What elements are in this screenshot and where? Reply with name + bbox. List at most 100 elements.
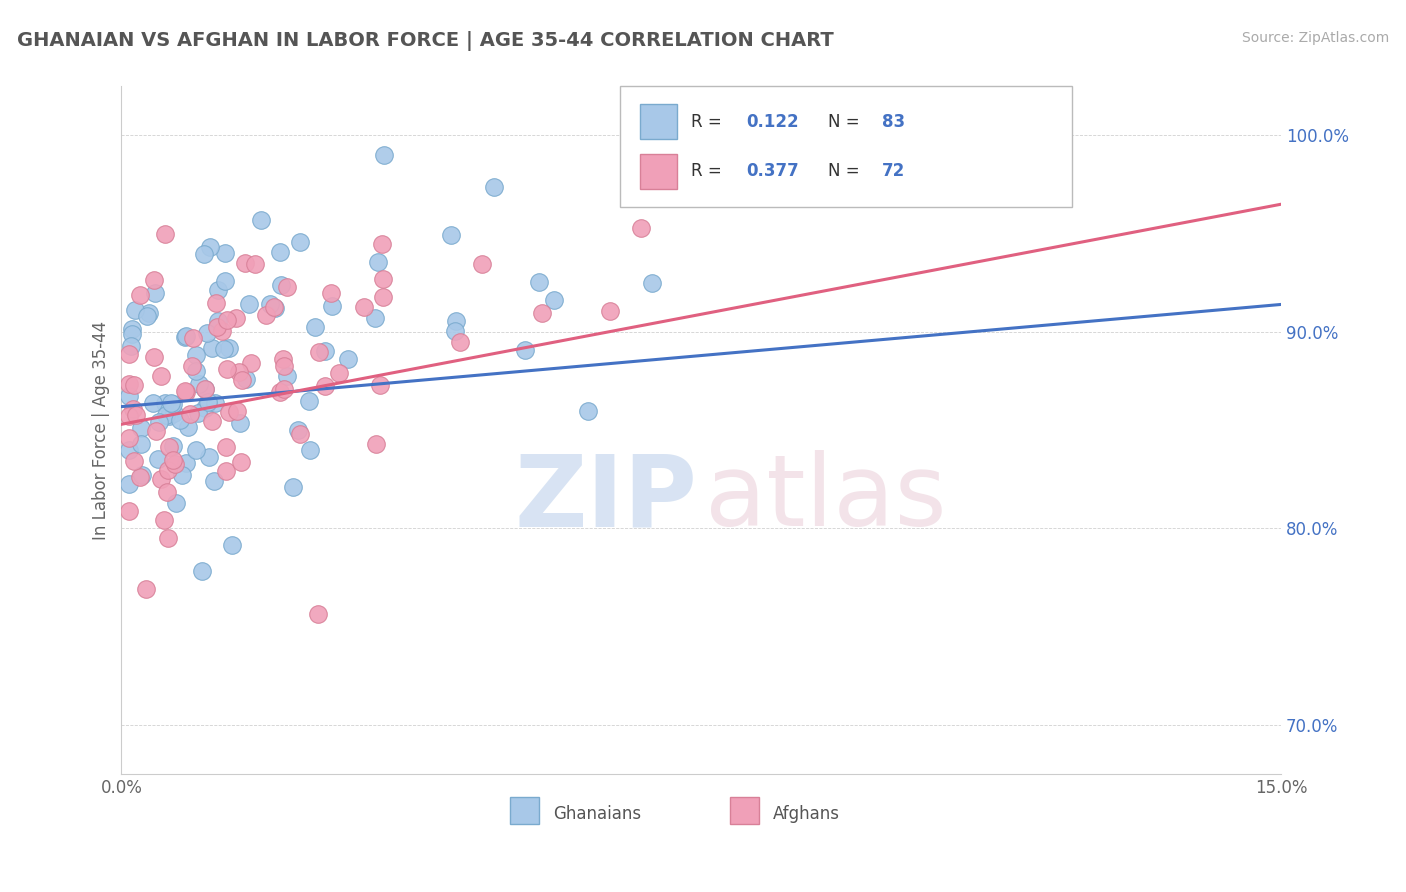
Point bbox=[124, 303, 146, 318]
Point bbox=[273, 383, 295, 397]
Point bbox=[173, 384, 195, 399]
Point bbox=[135, 310, 157, 324]
Point bbox=[231, 373, 253, 387]
Point bbox=[153, 396, 176, 410]
Point bbox=[194, 383, 217, 397]
Point bbox=[128, 288, 150, 302]
Point bbox=[118, 377, 141, 392]
Point bbox=[181, 359, 204, 373]
Point bbox=[121, 402, 143, 417]
Point bbox=[162, 397, 184, 411]
Point bbox=[201, 414, 224, 428]
Text: Afghans: Afghans bbox=[773, 805, 841, 823]
Text: N =: N = bbox=[828, 162, 865, 180]
Point bbox=[599, 304, 621, 318]
Point bbox=[153, 513, 176, 527]
Text: R =: R = bbox=[690, 162, 727, 180]
Point bbox=[122, 453, 145, 467]
Text: N =: N = bbox=[828, 112, 865, 130]
Point bbox=[238, 297, 260, 311]
Text: GHANAIAN VS AFGHAN IN LABOR FORCE | AGE 35-44 CORRELATION CHART: GHANAIAN VS AFGHAN IN LABOR FORCE | AGE … bbox=[17, 31, 834, 51]
Point bbox=[120, 339, 142, 353]
Text: Source: ZipAtlas.com: Source: ZipAtlas.com bbox=[1241, 31, 1389, 45]
Point bbox=[211, 324, 233, 338]
Point bbox=[146, 451, 169, 466]
Point bbox=[118, 409, 141, 423]
Point bbox=[254, 309, 277, 323]
Point bbox=[169, 413, 191, 427]
Point bbox=[218, 404, 240, 418]
Text: 0.122: 0.122 bbox=[747, 112, 799, 130]
Point bbox=[174, 329, 197, 343]
Point bbox=[129, 436, 152, 450]
Point bbox=[135, 582, 157, 596]
Point bbox=[195, 326, 218, 340]
Point bbox=[444, 324, 467, 338]
Point bbox=[225, 311, 247, 326]
Point bbox=[373, 290, 395, 304]
Point bbox=[157, 440, 180, 454]
Point bbox=[214, 245, 236, 260]
Point bbox=[138, 306, 160, 320]
Point bbox=[205, 296, 228, 310]
Point bbox=[156, 485, 179, 500]
Point bbox=[264, 301, 287, 316]
Point bbox=[202, 475, 225, 489]
Text: atlas: atlas bbox=[704, 450, 946, 548]
Point bbox=[215, 440, 238, 454]
Point bbox=[371, 237, 394, 252]
Bar bbox=[640, 154, 676, 189]
Point bbox=[122, 377, 145, 392]
Point bbox=[235, 372, 257, 386]
Point bbox=[304, 319, 326, 334]
Point bbox=[148, 415, 170, 429]
Point bbox=[165, 495, 187, 509]
Point bbox=[194, 383, 217, 397]
Point bbox=[440, 228, 463, 243]
Point bbox=[319, 286, 342, 301]
Point bbox=[482, 180, 505, 194]
Point bbox=[194, 401, 217, 415]
Text: 72: 72 bbox=[882, 162, 905, 180]
Point bbox=[363, 311, 385, 326]
Point bbox=[150, 472, 173, 486]
Point bbox=[239, 356, 262, 370]
Bar bbox=[640, 104, 676, 139]
Point bbox=[121, 327, 143, 342]
Point bbox=[155, 408, 177, 422]
Point bbox=[215, 361, 238, 376]
Point bbox=[321, 299, 343, 313]
FancyBboxPatch shape bbox=[620, 87, 1073, 207]
Point bbox=[187, 376, 209, 391]
Point bbox=[145, 424, 167, 438]
Point bbox=[190, 565, 212, 579]
Point bbox=[308, 344, 330, 359]
Point bbox=[118, 389, 141, 403]
Point bbox=[207, 314, 229, 328]
Point bbox=[276, 280, 298, 294]
Point bbox=[214, 274, 236, 288]
Text: 0.377: 0.377 bbox=[747, 162, 799, 180]
Point bbox=[131, 421, 153, 435]
Point bbox=[118, 476, 141, 491]
Point bbox=[217, 313, 239, 327]
Point bbox=[163, 406, 186, 420]
Point bbox=[287, 423, 309, 437]
Point bbox=[225, 404, 247, 418]
Bar bbox=[510, 797, 538, 823]
Point bbox=[205, 320, 228, 334]
Point bbox=[367, 254, 389, 268]
Point bbox=[156, 463, 179, 477]
Point bbox=[513, 343, 536, 358]
Point bbox=[128, 469, 150, 483]
Point bbox=[543, 293, 565, 308]
Point bbox=[328, 366, 350, 380]
Point bbox=[283, 480, 305, 494]
Point bbox=[373, 272, 395, 286]
Point bbox=[314, 343, 336, 358]
Point bbox=[156, 531, 179, 545]
Point bbox=[149, 368, 172, 383]
Point bbox=[576, 404, 599, 418]
Point bbox=[118, 442, 141, 457]
Text: 83: 83 bbox=[882, 112, 905, 130]
